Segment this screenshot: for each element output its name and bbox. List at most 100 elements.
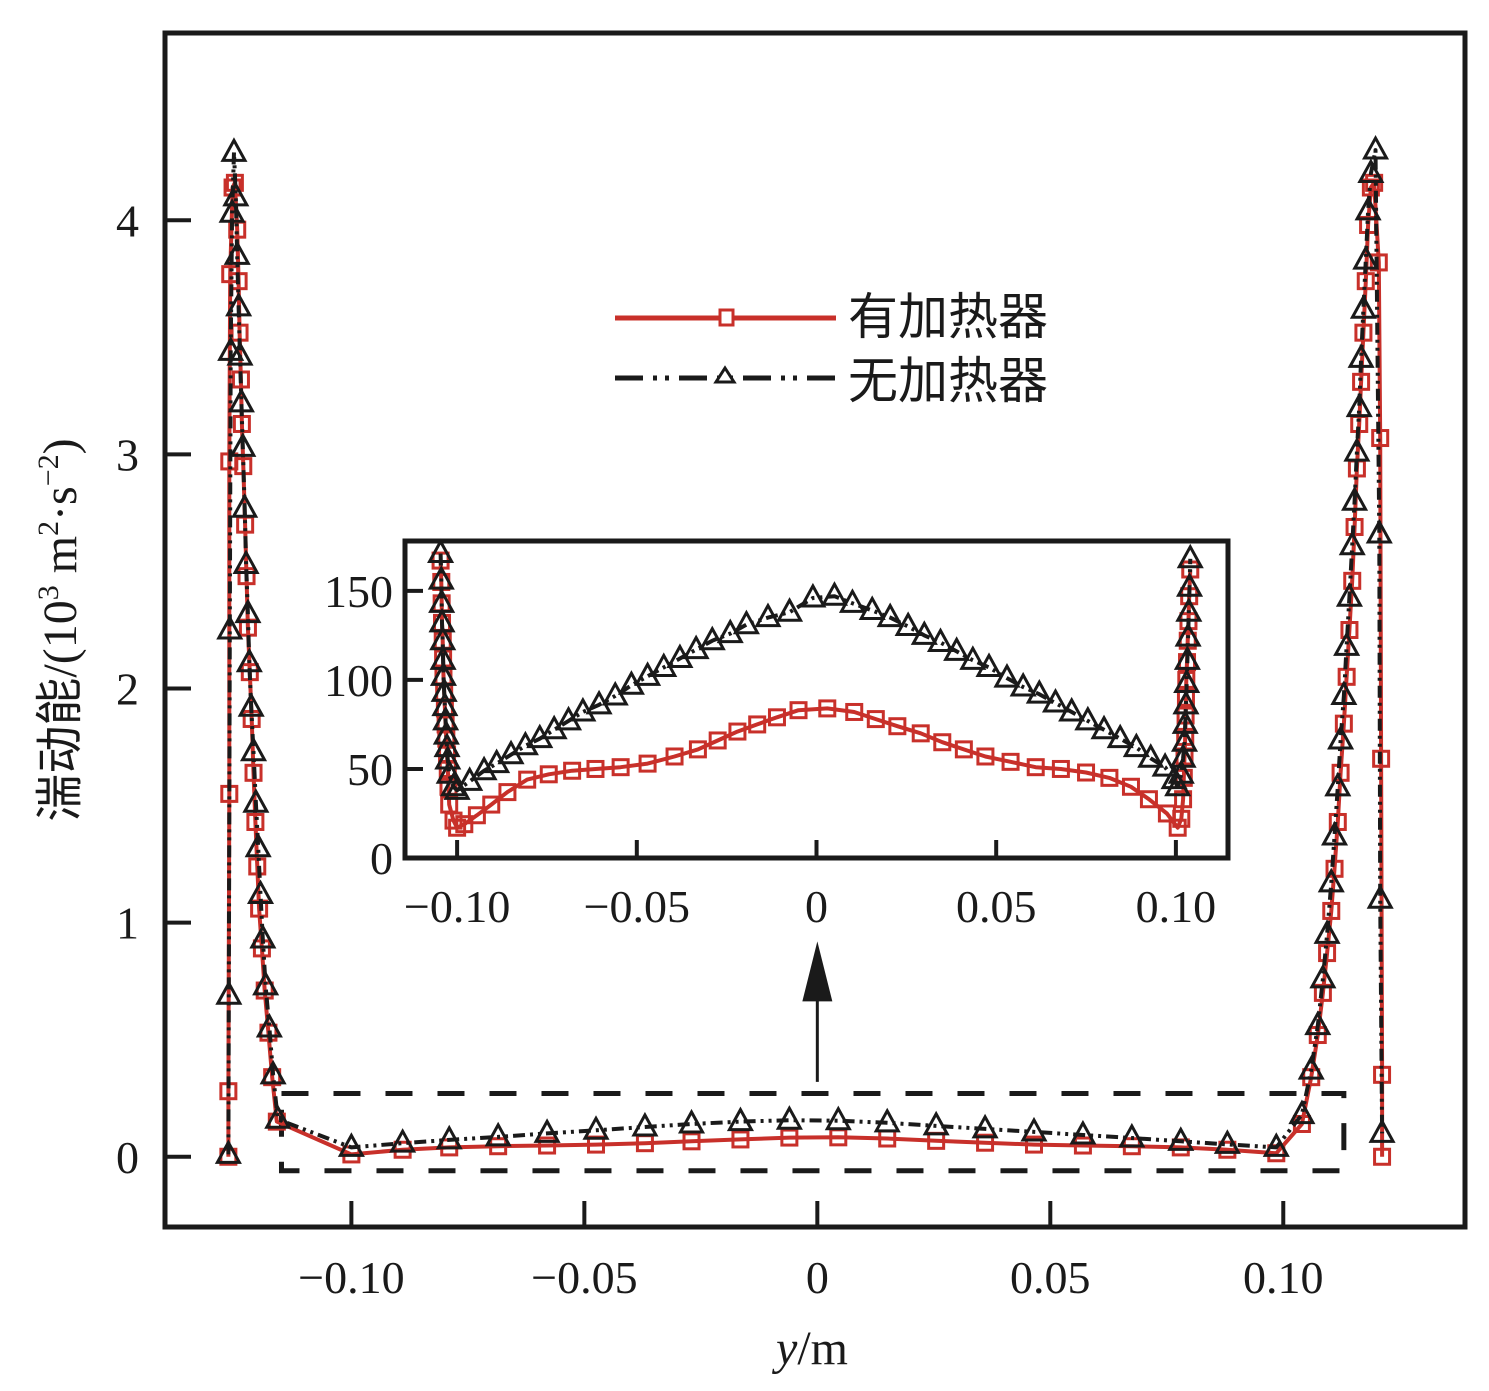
main-triangle-marker bbox=[1365, 518, 1393, 544]
inset-triangle-marker bbox=[1151, 752, 1179, 777]
main-square-marker bbox=[1354, 323, 1373, 342]
main-triangle-marker bbox=[244, 832, 272, 858]
main-triangle-marker bbox=[337, 1132, 365, 1157]
inset-square-marker bbox=[1139, 790, 1158, 809]
inset-triangle-marker bbox=[858, 595, 886, 620]
inset-triangle-marker bbox=[1169, 743, 1197, 768]
main-y-tick-label: 3 bbox=[116, 429, 139, 480]
inset-square-marker bbox=[586, 759, 605, 778]
main-triangle-marker bbox=[218, 198, 246, 223]
legend-item-without-heater: 无加热器 bbox=[615, 352, 1048, 410]
main-triangle-marker bbox=[1020, 1116, 1048, 1142]
main-square-marker bbox=[246, 812, 265, 831]
main-annotations bbox=[278, 941, 1347, 1174]
y-axis-title-main: 湍动能/(10 bbox=[34, 600, 87, 821]
main-triangle-marker bbox=[1213, 1129, 1241, 1154]
inset-square-marker bbox=[1172, 809, 1191, 828]
inset-triangle-marker bbox=[432, 705, 460, 731]
inset-triangle-marker bbox=[910, 620, 938, 645]
main-triangle-marker bbox=[1341, 486, 1369, 511]
legend-label-without-heater: 无加热器 bbox=[848, 352, 1048, 410]
inset-square-marker bbox=[767, 708, 786, 727]
inset-arrow-head bbox=[802, 941, 833, 1002]
main-square-marker bbox=[237, 567, 256, 586]
main-triangle-marker bbox=[1352, 244, 1380, 270]
main-triangle-marker bbox=[235, 647, 263, 673]
inset-square-marker bbox=[866, 710, 885, 729]
inset-square-marker bbox=[708, 731, 727, 750]
main-series bbox=[214, 134, 1396, 1166]
inset-square-marker bbox=[539, 765, 558, 784]
inset-triangle-marker bbox=[427, 565, 455, 590]
legend-marker-square bbox=[718, 308, 735, 327]
inset-triangle-marker bbox=[754, 602, 782, 628]
inset-triangle-marker bbox=[1167, 759, 1195, 784]
inset-square-marker bbox=[563, 761, 582, 780]
main-triangle-marker bbox=[631, 1111, 659, 1137]
main-triangle-marker bbox=[226, 340, 254, 366]
inset-square-marker bbox=[498, 783, 517, 802]
inset-triangle-marker bbox=[1041, 687, 1070, 713]
main-x-tick-label: 0.05 bbox=[1010, 1252, 1091, 1303]
inset-triangle-marker bbox=[430, 677, 458, 702]
main-triangle-marker bbox=[1366, 884, 1394, 909]
main-triangle-marker bbox=[216, 614, 244, 640]
inset-triangle-marker bbox=[1106, 723, 1134, 749]
inset-triangle-marker bbox=[876, 602, 904, 628]
inset-square-marker bbox=[1001, 752, 1020, 771]
main-triangle-marker bbox=[1118, 1122, 1146, 1148]
main-square-marker bbox=[1322, 901, 1341, 920]
main-triangle-marker bbox=[1347, 343, 1375, 368]
inset-triangle-marker bbox=[427, 538, 455, 563]
inset-x-tick-label: 0 bbox=[805, 881, 828, 932]
main-triangle-marker bbox=[1327, 724, 1355, 750]
main-square-marker bbox=[1352, 372, 1371, 391]
main-triangle-marker bbox=[252, 970, 280, 996]
main-square-marker bbox=[1318, 944, 1337, 963]
main-y-tick-label: 2 bbox=[116, 664, 139, 715]
inset-square-marker bbox=[976, 747, 995, 766]
inset-triangle-marker bbox=[1090, 714, 1118, 740]
main-triangle-marker bbox=[1333, 631, 1361, 656]
inset-y-tick-label: 0 bbox=[370, 833, 393, 884]
inset-background bbox=[405, 541, 1228, 858]
legend-marker-triangle bbox=[713, 365, 737, 384]
main-triangle-marker bbox=[389, 1128, 417, 1153]
main-triangle-marker bbox=[1288, 1099, 1316, 1125]
inset-triangle-marker bbox=[1174, 622, 1202, 647]
main-x-tick-label: −0.05 bbox=[531, 1252, 637, 1303]
main-triangle-marker bbox=[1345, 392, 1373, 418]
main-square-marker bbox=[780, 1128, 799, 1147]
x-axis-title-var: y bbox=[771, 1322, 798, 1375]
main-triangle-marker bbox=[1354, 195, 1382, 221]
inset-triangle-marker bbox=[1058, 696, 1086, 722]
main-triangle-marker bbox=[234, 598, 262, 624]
inset-triangle-marker bbox=[429, 645, 457, 670]
inset-square-marker bbox=[1051, 759, 1070, 778]
main-triangle-marker bbox=[227, 387, 255, 413]
inset-triangle-marker bbox=[1173, 645, 1201, 670]
main-triangle-marker bbox=[873, 1107, 901, 1133]
main-square-marker bbox=[731, 1130, 750, 1149]
main-triangle-marker bbox=[1368, 1118, 1396, 1143]
inset-triangle-marker bbox=[1170, 727, 1199, 752]
inset-triangle-marker bbox=[1122, 732, 1150, 758]
main-triangle-marker bbox=[242, 788, 270, 813]
main-triangle-marker bbox=[232, 549, 260, 574]
inset-triangle-marker bbox=[431, 691, 459, 717]
main-triangle-marker bbox=[225, 291, 253, 317]
inset-y-tick-label: 50 bbox=[347, 744, 393, 795]
inset-triangle-marker bbox=[1172, 689, 1200, 715]
inset-x-tick-label: −0.10 bbox=[404, 881, 510, 932]
main-triangle-marker bbox=[1324, 771, 1352, 797]
main-square-marker bbox=[1373, 1147, 1392, 1166]
inset-y-tick-label: 100 bbox=[324, 655, 393, 706]
inset-triangle-marker bbox=[1009, 671, 1037, 697]
main-triangle-marker bbox=[1320, 820, 1349, 846]
inset-triangle-marker bbox=[959, 645, 987, 670]
inset-triangle-marker bbox=[732, 609, 760, 635]
inset-square-marker bbox=[1174, 790, 1193, 809]
main-triangle-marker bbox=[255, 1012, 283, 1038]
main-triangle-marker bbox=[249, 923, 277, 949]
main-triangle-marker bbox=[239, 736, 268, 762]
